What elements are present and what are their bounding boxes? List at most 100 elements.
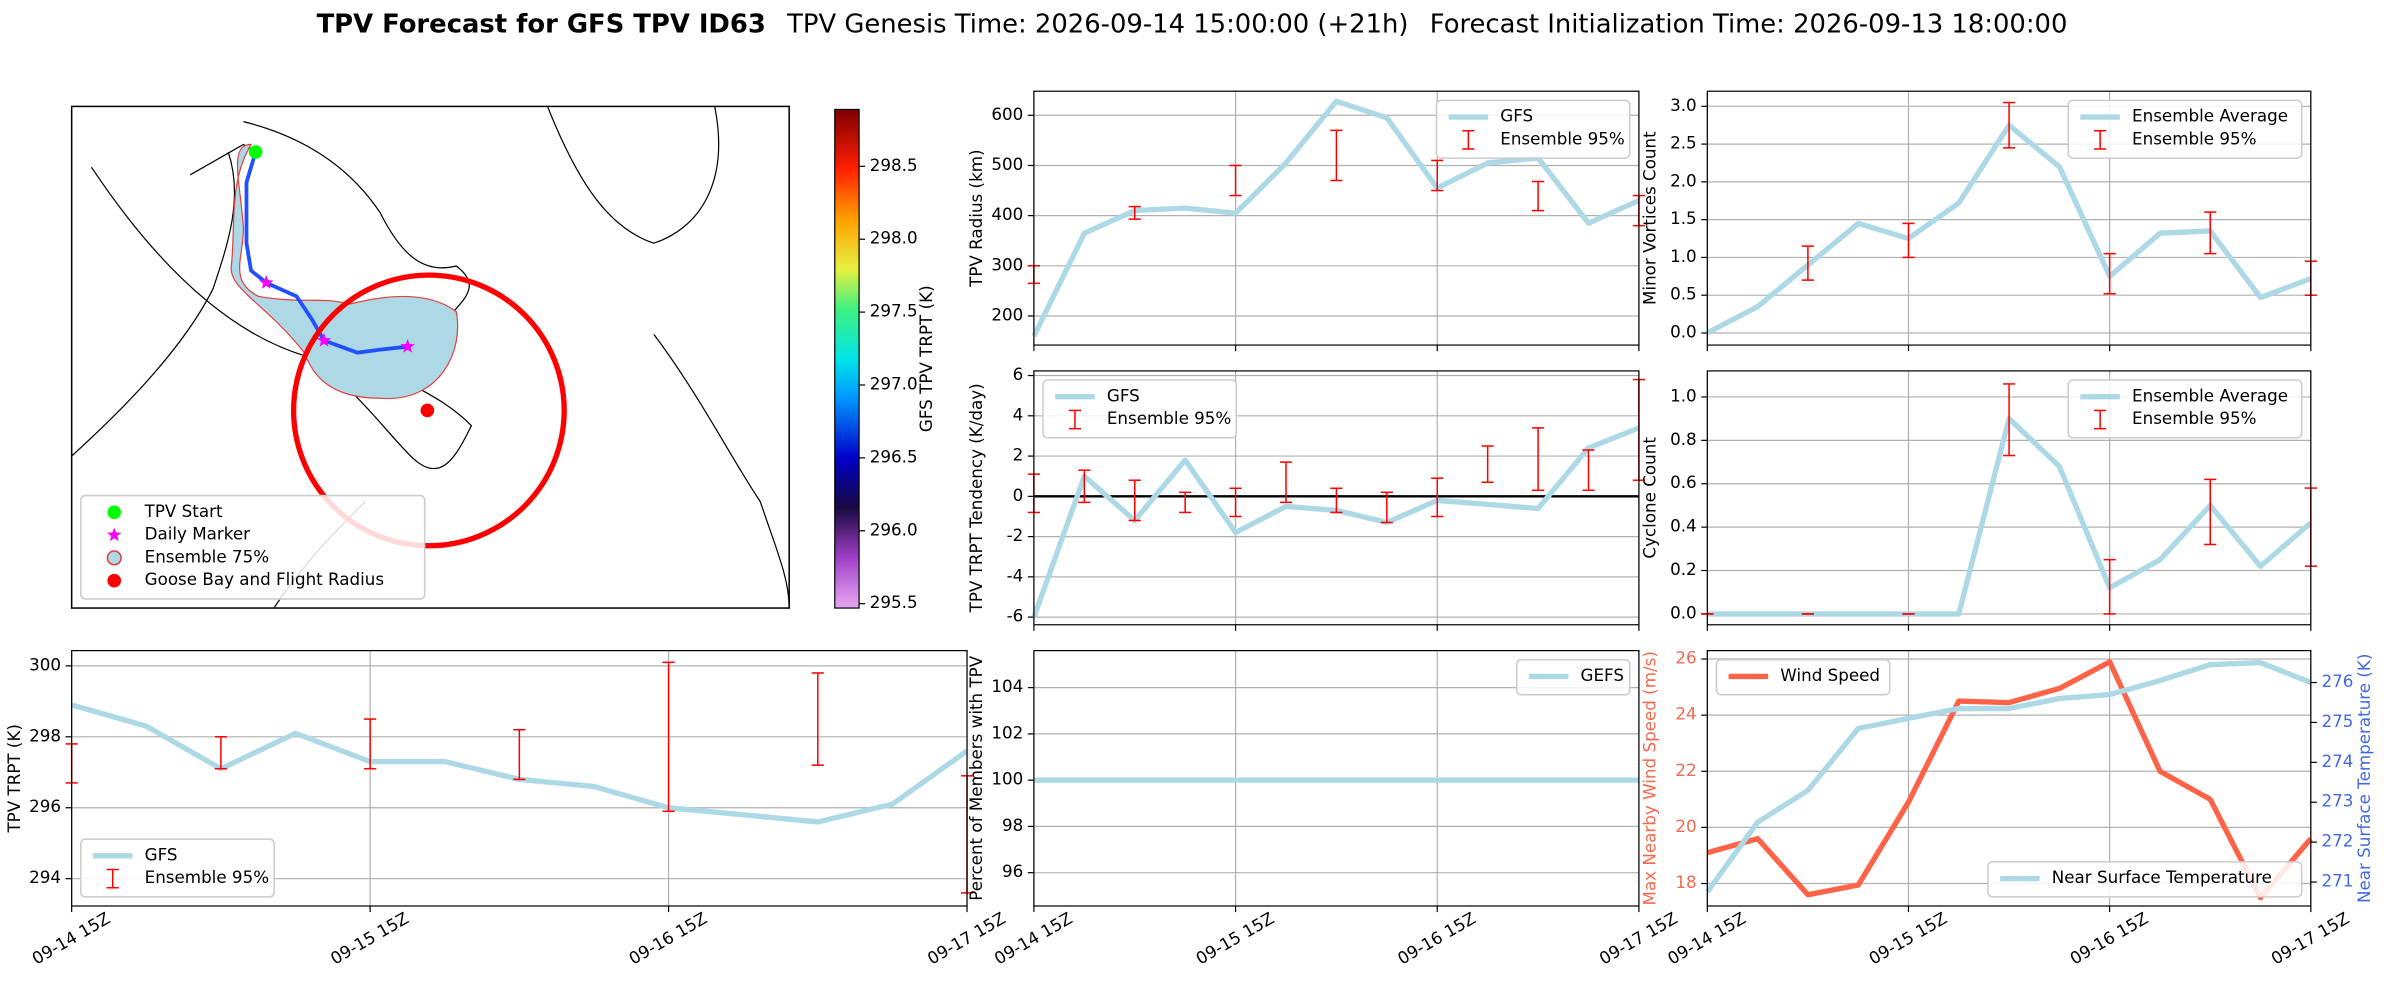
y2-axis-label: Near Surface Temperature (K) [2354,654,2374,903]
x-tick-label: 09-15 15Z [1192,908,1277,969]
coastline [71,151,236,457]
colorbar [834,108,860,609]
daily-marker [400,338,415,353]
legend-label: Ensemble 95% [1107,408,1231,428]
legend-marker [106,550,122,566]
error-bar [1801,245,1814,281]
error-bar [2204,211,2217,255]
error-bar [1229,164,1242,197]
y-tick-label: 600 [991,104,1023,124]
legend-box [2067,99,2303,159]
genesis-time: TPV Genesis Time: 2026-09-14 15:00:00 (+… [786,9,1408,39]
legend-label: TPV Start [144,501,223,521]
y-axis-label: TPV Radius (km) [966,149,986,287]
error-bar [214,736,227,770]
legend-box [2067,379,2303,439]
colorbar-tick-label: 298.5 [870,155,918,175]
y-axis-label: Cyclone Count [1640,437,1660,559]
flight-radius [290,272,567,549]
y-axis-label: Minor Vortices Count [1640,131,1660,305]
y-tick-label: 0.0 [1670,321,1697,341]
daily-marker [258,275,274,289]
legend-label: GFS [1500,106,1533,126]
error-bar [1330,487,1343,514]
y2-tick-label: 274 [2321,751,2353,771]
error-bar [1229,487,1242,518]
colorbar-tick-label: 297.0 [870,373,918,393]
y-tick-label: 96 [1002,861,1023,881]
error-bar [811,672,824,766]
plot-frame [1706,90,2312,346]
y-tick-label: 26 [1675,648,1696,668]
error-bar [1078,469,1091,504]
y-tick-label: -6 [1007,606,1024,626]
y-tick-label: 400 [991,204,1023,224]
legend-label: Ensemble 75% [145,546,269,566]
plot-frame [1706,650,2312,907]
coastline [243,121,470,328]
y-tick-label: 1.5 [1670,208,1697,228]
y-axis-label: TPV TRPT (K) [4,724,24,834]
ensemble-area [230,143,459,399]
error-bar [1431,477,1444,518]
y2-tick-label: 275 [2321,711,2353,731]
y-tick-label: 1.0 [1670,246,1697,266]
legend-label: Ensemble 95% [2132,408,2256,428]
error-bar [1532,427,1545,492]
y-tick-label: 0.2 [1670,559,1697,579]
error-bar [662,661,675,813]
error-bar [1902,222,1915,259]
y2-tick-label: 276 [2321,671,2353,691]
plot-frame [71,650,968,907]
y-tick-label: 200 [991,304,1023,324]
x-tick-label: 09-14 15Z [28,908,113,969]
x-tick-label: 09-14 15Z [1664,908,1749,969]
track [244,151,408,355]
tpv-start [248,145,263,159]
plot-frame [1033,370,1640,626]
y-axis-label: Max Nearby Wind Speed (m/s) [1640,651,1660,905]
y-tick-label: 3.0 [1670,95,1697,115]
colorbar-label: GFS TPV TRPT (K) [916,285,936,432]
y-tick-label: 0.0 [1670,602,1697,622]
error-bar [1582,449,1595,492]
error-bar [2204,478,2217,546]
map-frame [70,105,790,609]
y-tick-label: 294 [29,867,61,887]
legend-label: GFS [1107,385,1140,405]
y-tick-label: 102 [991,722,1023,742]
y-tick-label: 104 [991,676,1023,696]
error-bar [1481,445,1494,483]
y2-tick-label: 272 [2321,831,2353,851]
colorbar-tick-label: 298.0 [870,228,918,248]
legend-label: Ensemble Average [2132,385,2288,405]
error-bar [1179,491,1192,514]
title-main: TPV Forecast for GFS TPV ID63 [317,9,766,39]
legend-label: Near Surface Temperature [2052,867,2272,887]
plot-frame [1706,370,2312,626]
y-tick-label: 298 [29,725,61,745]
y-tick-label: 4 [1013,404,1024,424]
y-tick-label: 2.0 [1670,170,1697,190]
coastline [546,106,720,244]
coastline [303,356,473,470]
x-tick-label: 09-16 15Z [2066,908,2151,969]
error-bar [2103,558,2116,615]
coastline [653,334,790,609]
legend-label: Ensemble Average [2132,106,2288,126]
legend-marker [107,573,122,588]
y-tick-label: 500 [991,154,1023,174]
y-axis-label: TPV TRPT Tendency (K/day) [966,383,986,613]
legend-label: Ensemble 95% [145,867,269,887]
error-bar [1330,129,1343,182]
y-tick-label: 0.6 [1670,472,1697,492]
x-tick-label: 09-15 15Z [327,908,412,969]
legend-label: Ensemble 95% [2132,128,2256,148]
y-tick-label: 1.0 [1670,385,1697,405]
legend-label: Wind Speed [1780,665,1880,685]
y-tick-label: 100 [991,769,1023,789]
error-bar [1128,205,1141,220]
init-time: Forecast Initialization Time: 2026-09-13… [1430,9,2068,39]
plot-frame [1033,90,1640,346]
